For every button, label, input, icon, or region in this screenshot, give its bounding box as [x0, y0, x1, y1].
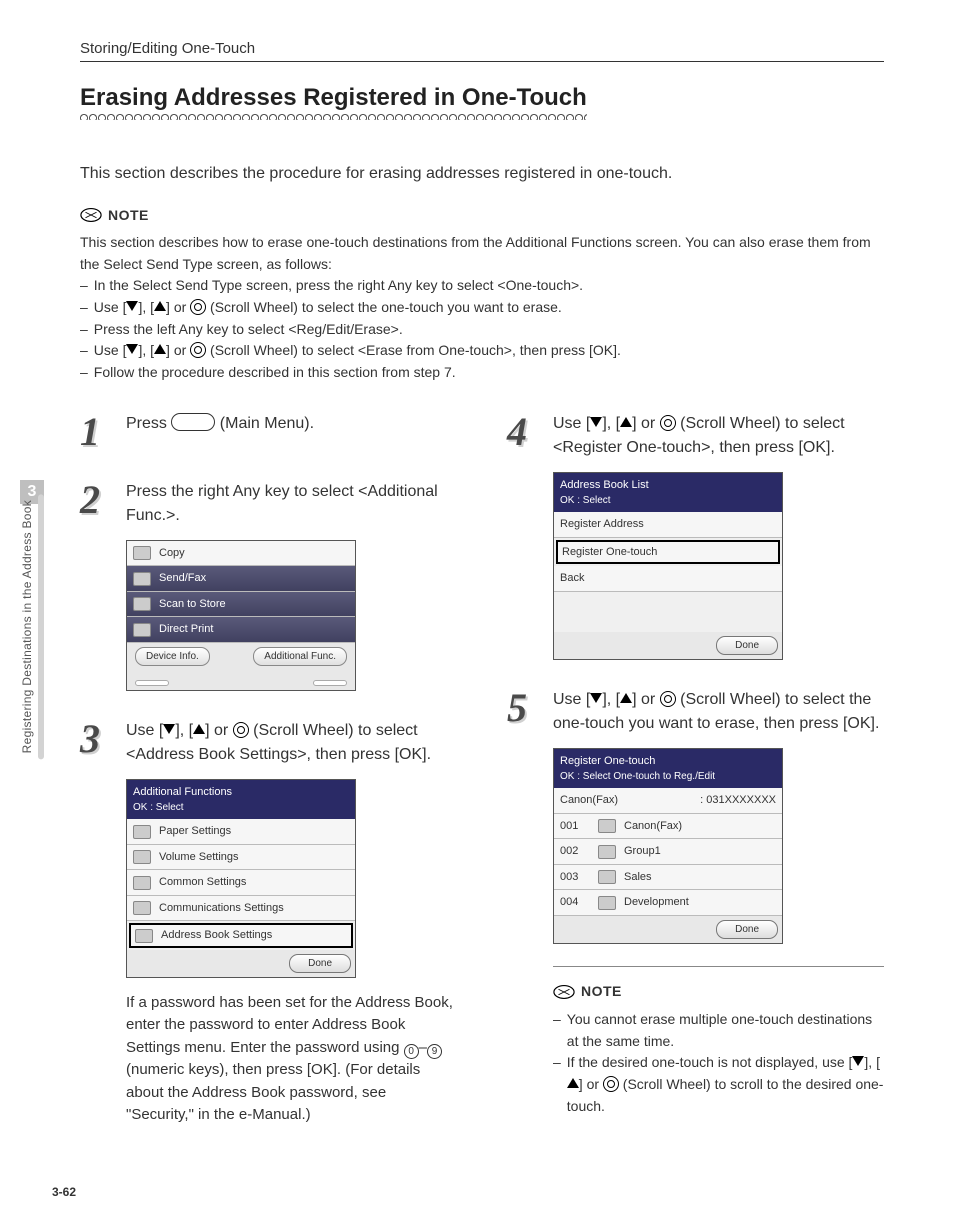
list-item-selected: Register One-touch — [556, 540, 780, 565]
note-icon — [553, 981, 575, 1003]
menu-row-label: Copy — [159, 545, 185, 562]
page-title: Erasing Addresses Registered in One-Touc… — [80, 84, 587, 112]
panel-title-text: Register One-touch — [560, 753, 776, 770]
note-icon — [80, 204, 102, 226]
list-item: Common Settings — [127, 870, 355, 896]
list-item: Volume Settings — [127, 845, 355, 871]
list-item-label: Communications Settings — [159, 900, 284, 917]
note2: NOTE –You cannot erase multiple one-touc… — [553, 966, 884, 1117]
note1-item: Press the left Any key to select <Reg/Ed… — [94, 319, 403, 341]
note2-item: If the desired one-touch is not displaye… — [567, 1052, 884, 1117]
note1-lead: This section describes how to erase one-… — [80, 232, 884, 275]
list-item-label: Address Book Settings — [161, 927, 272, 944]
intro-text: This section describes the procedure for… — [80, 162, 884, 186]
step-number-2: 2 — [80, 480, 110, 691]
note1-body: This section describes how to erase one-… — [80, 232, 884, 384]
panel-subtitle: OK : Select — [133, 800, 349, 815]
menu-row: Scan to Store — [127, 592, 355, 618]
breadcrumb: Storing/Editing One-Touch — [80, 40, 884, 62]
main-menu-key-icon — [171, 413, 215, 431]
step-5: 5 Use [], [] or (Scroll Wheel) to select… — [507, 688, 884, 1117]
list-item-label: Paper Settings — [159, 823, 231, 840]
header-right: : 031XXXXXXX — [700, 792, 776, 809]
step-number-5: 5 — [507, 688, 537, 1117]
step-number-3: 3 — [80, 719, 110, 1127]
menu-row-label: Send/Fax — [159, 570, 206, 587]
done-button[interactable]: Done — [716, 920, 778, 939]
row-label: Development — [624, 894, 689, 911]
done-button[interactable]: Done — [716, 636, 778, 655]
row-label: Canon(Fax) — [624, 818, 682, 835]
menu-row: Copy — [127, 541, 355, 567]
list-item-label: Back — [560, 570, 584, 587]
step2-text: Press the right Any key to select <Addit… — [126, 480, 457, 528]
panel-subtitle: OK : Select One-touch to Reg./Edit — [560, 769, 776, 784]
note1-item: Follow the procedure described in this s… — [94, 362, 456, 384]
page-number: 3-62 — [52, 1185, 76, 1199]
note-heading: NOTE — [553, 981, 884, 1003]
note-heading: NOTE — [80, 204, 884, 226]
note2-item: You cannot erase multiple one-touch dest… — [567, 1009, 884, 1052]
list-item-selected: Address Book Settings — [129, 923, 353, 948]
step-number-1: 1 — [80, 412, 110, 452]
side-tab-label: Registering Destinations in the Address … — [20, 500, 34, 753]
step3-after: If a password has been set for the Addre… — [126, 992, 457, 1127]
panel-title: Address Book List OK : Select — [554, 473, 782, 513]
step-3: 3 Use [], [] or (Scroll Wheel) to select… — [80, 719, 457, 1127]
step3-text: Use [], [] or (Scroll Wheel) to select <… — [126, 719, 457, 767]
indicator-bar — [127, 670, 355, 690]
done-button[interactable]: Done — [289, 954, 351, 973]
screen-register-one-touch: Register One-touch OK : Select One-touch… — [553, 748, 783, 944]
list-item-label: Volume Settings — [159, 849, 239, 866]
step-2: 2 Press the right Any key to select <Add… — [80, 480, 457, 691]
softkey-device-info[interactable]: Device Info. — [135, 647, 210, 666]
list-item-label: Common Settings — [159, 874, 246, 891]
list-item: Paper Settings — [127, 819, 355, 845]
screen-address-book-list: Address Book List OK : Select Register A… — [553, 472, 783, 660]
panel-subtitle: OK : Select — [560, 493, 776, 508]
step1-b: (Main Menu). — [215, 415, 314, 432]
note1-item: Use [], [] or (Scroll Wheel) to select <… — [94, 340, 621, 362]
panel-title-text: Additional Functions — [133, 784, 349, 801]
screen-additional-functions: Additional Functions OK : Select Paper S… — [126, 779, 356, 978]
table-row: 003Sales — [554, 865, 782, 891]
step4-text: Use [], [] or (Scroll Wheel) to select <… — [553, 412, 884, 460]
step-4: 4 Use [], [] or (Scroll Wheel) to select… — [507, 412, 884, 660]
note-label: NOTE — [581, 981, 622, 1002]
step1-a: Press — [126, 415, 171, 432]
step-number-4: 4 — [507, 412, 537, 660]
menu-row-label: Direct Print — [159, 621, 213, 638]
panel-header-row: Canon(Fax) : 031XXXXXXX — [554, 788, 782, 814]
note1-item: In the Select Send Type screen, press th… — [94, 275, 583, 297]
note1-item: Use [], [] or (Scroll Wheel) to select t… — [94, 297, 562, 319]
screen-main-menu: Copy Send/Fax Scan to Store Direct Print… — [126, 540, 356, 691]
softkey-additional-func[interactable]: Additional Func. — [253, 647, 347, 666]
row-label: Sales — [624, 869, 652, 886]
softkey-bar: Device Info. Additional Func. — [127, 643, 355, 670]
panel-title-text: Address Book List — [560, 477, 776, 494]
list-item-label: Register One-touch — [562, 544, 657, 561]
header-left: Canon(Fax) — [560, 792, 618, 809]
table-row: 001Canon(Fax) — [554, 814, 782, 840]
list-item: Communications Settings — [127, 896, 355, 922]
list-item-label: Register Address — [560, 516, 644, 533]
panel-title: Register One-touch OK : Select One-touch… — [554, 749, 782, 789]
table-row: 004Development — [554, 890, 782, 916]
row-label: Group1 — [624, 843, 661, 860]
step5-text: Use [], [] or (Scroll Wheel) to select t… — [553, 688, 884, 736]
panel-title: Additional Functions OK : Select — [127, 780, 355, 820]
menu-row: Send/Fax — [127, 566, 355, 592]
menu-row-label: Scan to Store — [159, 596, 226, 613]
menu-row: Direct Print — [127, 617, 355, 643]
table-row: 002Group1 — [554, 839, 782, 865]
note-label: NOTE — [108, 207, 149, 223]
step-1: 1 Press (Main Menu). — [80, 412, 457, 452]
list-item: Register Address — [554, 512, 782, 538]
list-item: Back — [554, 566, 782, 592]
